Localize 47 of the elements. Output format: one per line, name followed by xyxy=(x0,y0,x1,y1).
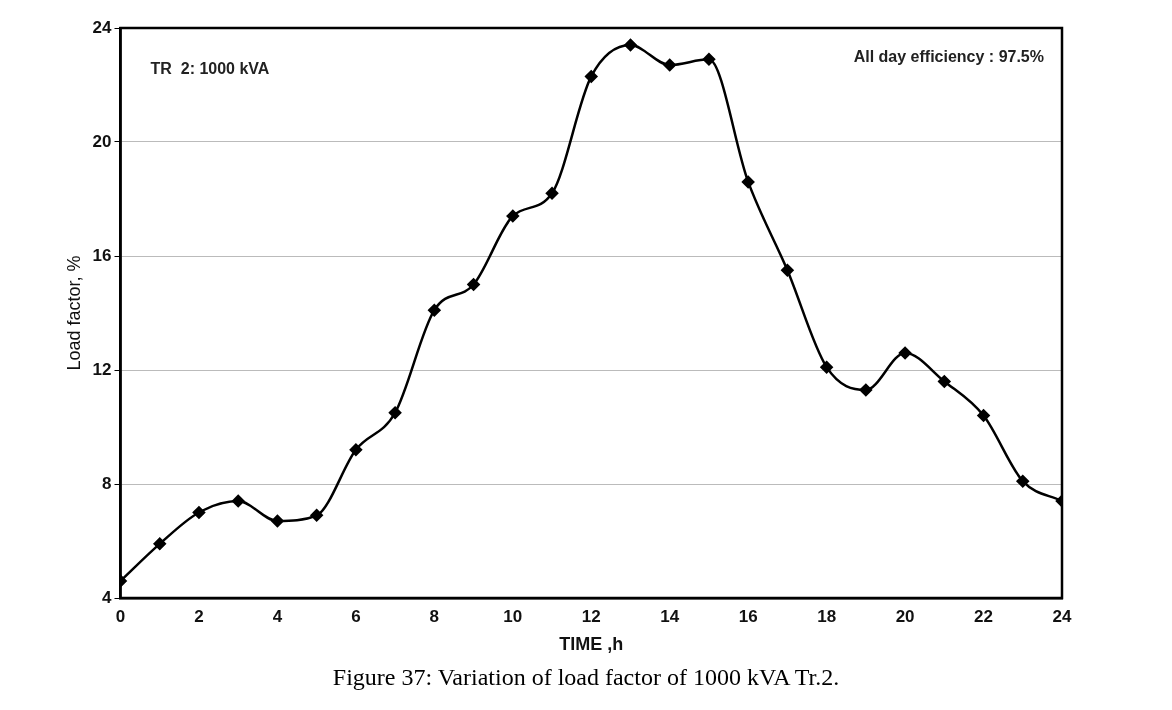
x-tick-label: 2 xyxy=(194,606,204,626)
point xyxy=(859,383,873,397)
x-tick-label: 22 xyxy=(974,606,993,626)
caption: Figure 37: Variation of load factor of 1000 kVA Tr.2. xyxy=(331,664,841,691)
point xyxy=(938,375,951,388)
point xyxy=(663,58,676,72)
point xyxy=(624,38,637,52)
x-tick-label: 20 xyxy=(895,606,915,626)
point xyxy=(467,278,480,291)
point xyxy=(781,264,794,277)
point xyxy=(820,360,833,374)
y-tick-label: 4 xyxy=(102,587,113,607)
point xyxy=(271,514,284,528)
point xyxy=(545,187,559,200)
y-tick-label: 24 xyxy=(92,17,113,37)
point xyxy=(428,303,441,317)
annotation: TR 2: 1000 kVA xyxy=(150,60,270,78)
point xyxy=(977,409,990,422)
x-tick-label: 24 xyxy=(1052,606,1072,626)
x-axis-title: TIME ,h xyxy=(559,634,624,655)
point xyxy=(349,443,363,457)
point xyxy=(153,537,166,551)
point xyxy=(388,406,402,419)
y-tick-label: 16 xyxy=(92,245,112,265)
point xyxy=(231,494,245,508)
point xyxy=(506,209,520,223)
point xyxy=(741,175,755,189)
y-tick-label: 20 xyxy=(92,131,112,151)
x-tick-label: 8 xyxy=(429,606,440,626)
y-tick-label: 12 xyxy=(92,359,112,379)
x-tick-label: 6 xyxy=(351,606,361,626)
x-tick-label: 16 xyxy=(738,606,758,626)
x-tick-label: 18 xyxy=(817,606,837,626)
y-axis-title: Load factor, % xyxy=(63,255,84,371)
point xyxy=(702,53,716,66)
x-tick-label: 4 xyxy=(272,606,283,626)
point xyxy=(310,509,323,522)
x-tick-label: 14 xyxy=(660,606,680,626)
point xyxy=(585,70,598,83)
x-tick-label: 10 xyxy=(503,606,523,626)
annotation: All day efficiency : 97.5% xyxy=(853,48,1044,66)
x-tick-label: 0 xyxy=(115,606,126,626)
point xyxy=(192,506,206,519)
point xyxy=(1016,474,1030,488)
point xyxy=(898,346,912,360)
x-tick-label: 12 xyxy=(581,606,601,626)
y-tick-label: 8 xyxy=(102,473,112,493)
